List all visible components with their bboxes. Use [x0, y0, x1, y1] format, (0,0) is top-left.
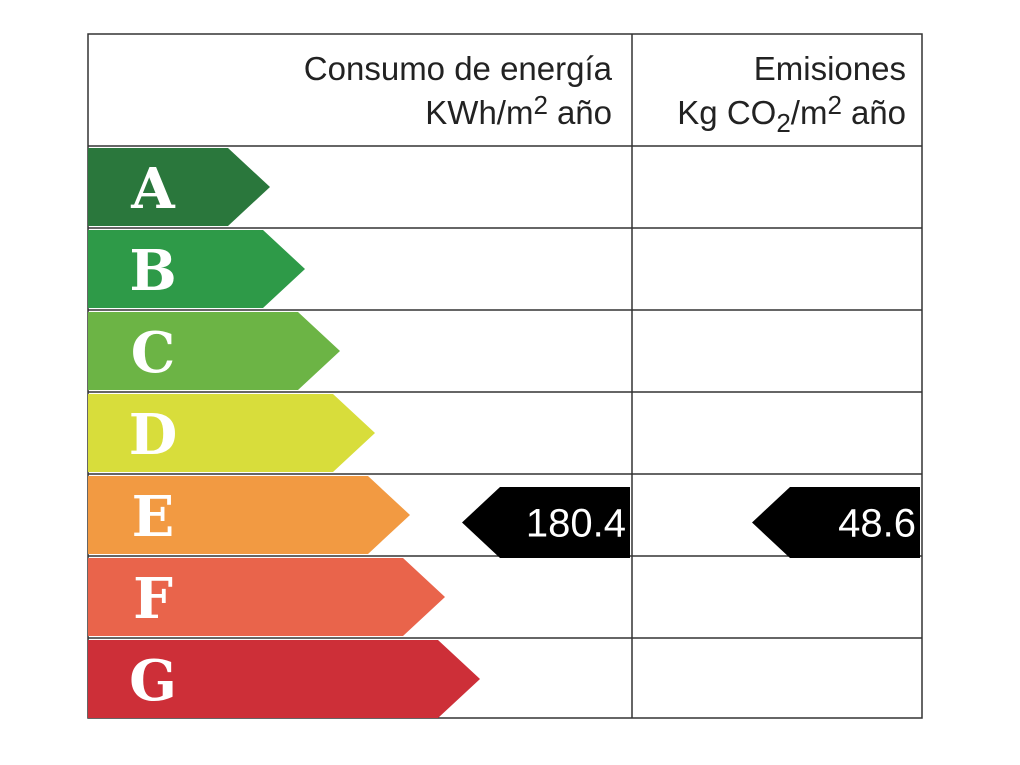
emissions-value: 48.6	[838, 502, 916, 546]
rating-letter: F	[133, 566, 173, 632]
rating-arrow	[88, 394, 375, 472]
rating-arrow	[88, 148, 270, 226]
emissions-indicator	[752, 487, 920, 558]
unit-part: año	[851, 94, 906, 131]
rating-arrow	[88, 640, 480, 718]
consumption-unit: KWh/m2 año	[425, 90, 612, 131]
unit-sup: 2	[533, 90, 547, 120]
rating-letter: B	[129, 238, 176, 304]
rating-letter: C	[131, 320, 176, 386]
rating-letter: D	[129, 402, 178, 468]
rating-arrow	[88, 476, 410, 554]
rating-letter: E	[132, 484, 175, 550]
unit-part: KWh/m	[425, 94, 533, 131]
rating-arrow	[88, 230, 305, 308]
emissions-title: Emisiones	[754, 50, 906, 87]
rating-arrow	[88, 558, 445, 636]
unit-sub: 2	[776, 108, 790, 138]
consumption-title: Consumo de energía	[304, 50, 613, 87]
unit-part: /m	[791, 94, 828, 131]
unit-part: Kg CO	[677, 94, 776, 131]
consumption-indicator	[462, 487, 630, 558]
emissions-unit: Kg CO2/m2 año	[677, 90, 906, 138]
unit-sup: 2	[827, 90, 841, 120]
unit-part: año	[557, 94, 612, 131]
rating-arrow	[88, 312, 340, 390]
rating-letter: G	[129, 648, 177, 714]
consumption-value: 180.4	[526, 502, 626, 546]
rating-letter: A	[130, 156, 176, 222]
